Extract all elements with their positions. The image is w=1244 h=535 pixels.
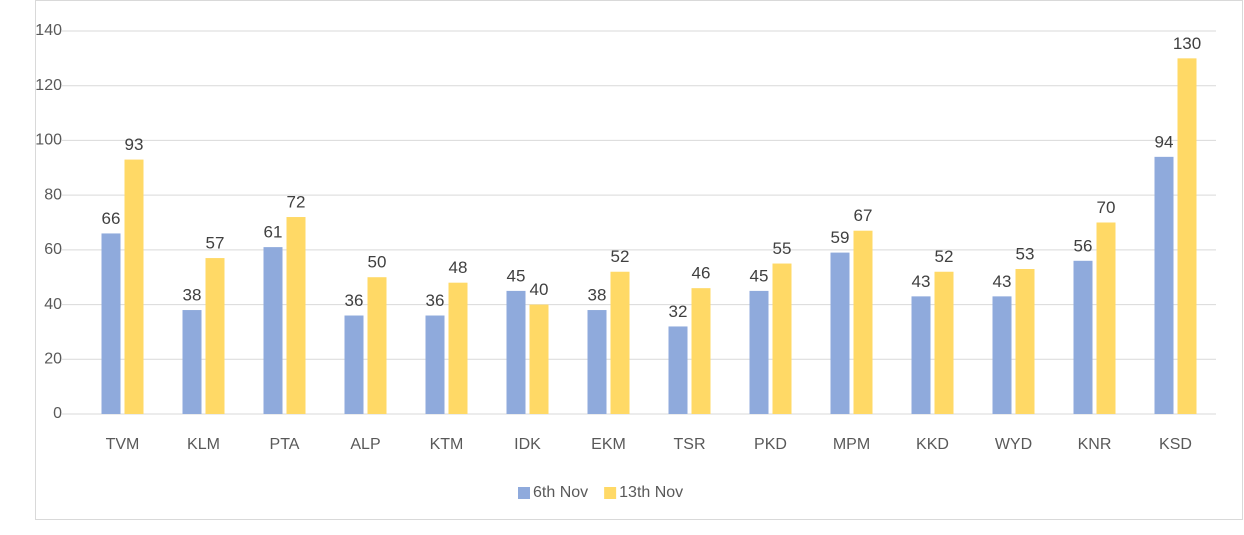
- bar: [1154, 156, 1174, 415]
- bar: [448, 282, 468, 414]
- x-tick-label: TVM: [106, 436, 140, 453]
- bar: [529, 304, 549, 414]
- data-label: 48: [449, 258, 468, 277]
- legend-label: 6th Nov: [533, 484, 588, 501]
- data-label: 130: [1173, 34, 1201, 53]
- data-label: 72: [287, 193, 306, 212]
- data-label: 56: [1074, 236, 1093, 255]
- data-label: 61: [264, 223, 283, 242]
- bar: [830, 252, 850, 414]
- data-label: 36: [345, 291, 364, 310]
- data-label: 43: [993, 272, 1012, 291]
- bar: [263, 247, 283, 414]
- x-tick-label: MPM: [833, 436, 870, 453]
- x-tick-label: TSR: [674, 436, 706, 453]
- data-label: 93: [125, 135, 144, 154]
- data-label: 38: [183, 286, 202, 305]
- data-label: 40: [530, 280, 549, 299]
- x-tick-label: KKD: [916, 436, 949, 453]
- x-tick-label: KNR: [1078, 436, 1112, 453]
- x-tick-label: EKM: [591, 436, 626, 453]
- bar: [367, 277, 387, 414]
- y-tick-label: 40: [44, 296, 62, 313]
- bar: [668, 326, 688, 414]
- y-tick-label: 100: [35, 132, 62, 149]
- bar: [1073, 260, 1093, 414]
- bar: [911, 296, 931, 414]
- x-tick-label: WYD: [995, 436, 1032, 453]
- x-tick-label: ALP: [350, 436, 380, 453]
- bar: [587, 310, 607, 414]
- data-label: 94: [1155, 132, 1174, 151]
- bar: [772, 263, 792, 414]
- data-label: 59: [831, 228, 850, 247]
- bar: [749, 290, 769, 414]
- legend-swatch: [518, 487, 530, 499]
- data-label: 32: [669, 302, 688, 321]
- bar: [286, 217, 306, 414]
- y-tick-label: 120: [35, 77, 62, 94]
- y-tick-label: 0: [53, 405, 62, 422]
- y-tick-label: 20: [44, 351, 62, 368]
- bar: [182, 310, 202, 414]
- x-tick-label: KTM: [430, 436, 464, 453]
- data-label: 38: [588, 286, 607, 305]
- data-label: 57: [206, 234, 225, 253]
- data-label: 46: [692, 264, 711, 283]
- data-label: 67: [854, 206, 873, 225]
- x-tick-label: IDK: [514, 436, 541, 453]
- bar: [691, 288, 711, 414]
- data-label: 45: [750, 266, 769, 285]
- bar: [101, 233, 121, 414]
- x-tick-label: PKD: [754, 436, 787, 453]
- data-label: 70: [1097, 198, 1116, 217]
- y-tick-label: 80: [44, 186, 62, 203]
- bar: [124, 159, 144, 414]
- bar: [205, 258, 225, 414]
- bar: [1096, 222, 1116, 414]
- bar: [934, 271, 954, 414]
- y-tick-label: 60: [44, 241, 62, 258]
- data-label: 43: [912, 272, 931, 291]
- bar: [1015, 269, 1035, 414]
- bar: [853, 230, 873, 414]
- bar: [506, 290, 526, 414]
- data-label: 55: [773, 239, 792, 258]
- data-label: 66: [102, 209, 121, 228]
- data-label: 53: [1016, 244, 1035, 263]
- bar: [610, 271, 630, 414]
- chart-border: [35, 0, 1243, 520]
- bar: [344, 315, 364, 414]
- x-tick-label: PTA: [270, 436, 300, 453]
- bar: [1177, 58, 1197, 414]
- x-tick-label: KLM: [187, 436, 220, 453]
- data-label: 52: [611, 247, 630, 266]
- data-label: 45: [507, 266, 526, 285]
- bar: [425, 315, 445, 414]
- legend-swatch: [604, 487, 617, 499]
- data-label: 52: [935, 247, 954, 266]
- bar: [992, 296, 1012, 414]
- y-tick-label: 140: [35, 22, 62, 39]
- data-label: 36: [426, 291, 445, 310]
- x-tick-label: KSD: [1159, 436, 1192, 453]
- data-label: 50: [368, 253, 387, 272]
- legend-label: 13th Nov: [619, 484, 683, 501]
